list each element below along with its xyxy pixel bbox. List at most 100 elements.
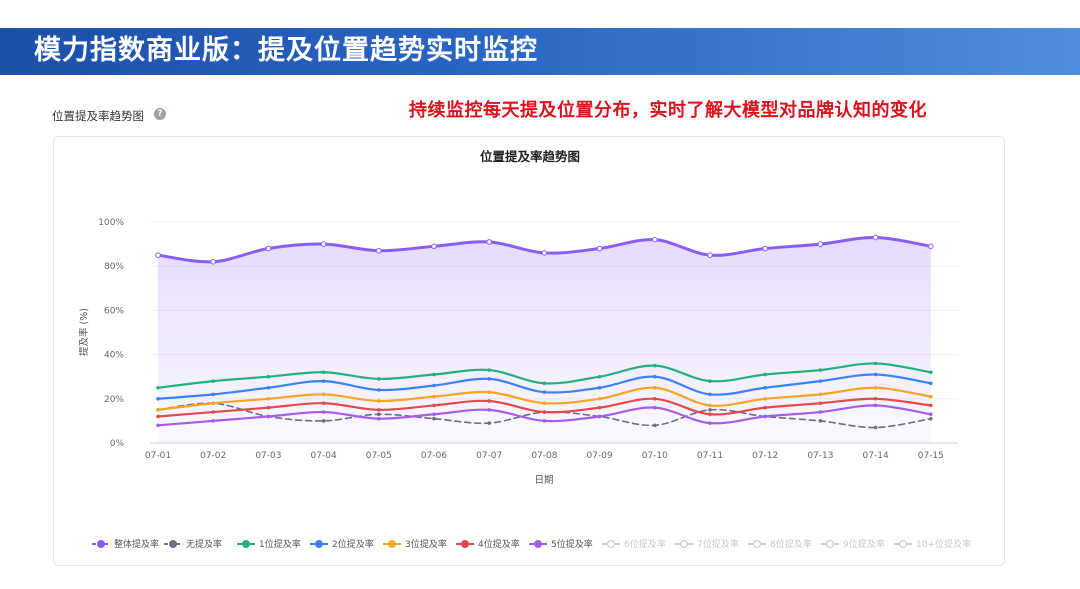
legend-item[interactable]: 4位提及率	[456, 538, 520, 550]
data-point[interactable]	[596, 245, 603, 252]
data-point[interactable]	[376, 408, 381, 412]
legend-item[interactable]: 7位提及率	[675, 538, 739, 550]
data-point[interactable]	[763, 385, 768, 390]
data-point[interactable]	[211, 419, 216, 423]
data-point[interactable]	[762, 245, 769, 252]
data-point[interactable]	[928, 416, 933, 421]
data-point[interactable]	[652, 363, 657, 368]
data-point[interactable]	[928, 412, 933, 417]
data-point[interactable]	[321, 410, 326, 414]
data-point[interactable]	[763, 414, 768, 419]
data-point[interactable]	[652, 236, 658, 243]
data-point[interactable]	[597, 385, 602, 390]
data-point[interactable]	[210, 258, 216, 265]
data-point[interactable]	[266, 396, 271, 401]
data-point[interactable]	[542, 410, 547, 414]
data-point[interactable]	[376, 412, 381, 417]
data-point[interactable]	[211, 392, 216, 397]
data-point[interactable]	[763, 396, 768, 401]
data-point[interactable]	[708, 403, 712, 408]
data-point[interactable]	[708, 408, 712, 412]
data-point[interactable]	[487, 408, 492, 412]
data-point[interactable]	[321, 401, 326, 406]
data-point[interactable]	[873, 361, 878, 366]
legend-item[interactable]: 8位提及率	[748, 538, 812, 550]
data-point[interactable]	[432, 403, 436, 408]
data-point[interactable]	[597, 374, 602, 379]
legend-item[interactable]: 无提及率	[164, 538, 222, 550]
data-point[interactable]	[928, 381, 933, 386]
data-point[interactable]	[487, 368, 492, 372]
data-point[interactable]	[873, 396, 878, 401]
legend-item[interactable]: 5位提及率	[529, 538, 593, 550]
data-point[interactable]	[928, 394, 933, 399]
data-point[interactable]	[321, 370, 326, 375]
data-point[interactable]	[818, 368, 823, 372]
data-point[interactable]	[763, 372, 768, 377]
data-point[interactable]	[432, 394, 436, 399]
question-circle-icon[interactable]: ?	[154, 108, 166, 120]
data-point[interactable]	[156, 408, 160, 412]
data-point[interactable]	[266, 405, 271, 410]
data-point[interactable]	[432, 416, 436, 421]
legend-item[interactable]: 1位提及率	[237, 538, 301, 550]
data-point[interactable]	[432, 372, 436, 377]
data-point[interactable]	[542, 381, 547, 386]
legend-item[interactable]: 9位提及率	[821, 538, 885, 550]
data-point[interactable]	[708, 379, 712, 383]
data-point[interactable]	[432, 412, 436, 417]
legend-item[interactable]: 3位提及率	[383, 538, 447, 550]
data-point[interactable]	[817, 241, 824, 247]
data-point[interactable]	[266, 385, 271, 390]
legend-item[interactable]: 6位提及率	[602, 538, 666, 550]
data-point[interactable]	[597, 414, 602, 419]
data-point[interactable]	[376, 377, 381, 381]
data-point[interactable]	[708, 421, 712, 425]
data-point[interactable]	[321, 392, 326, 397]
data-point[interactable]	[211, 379, 216, 383]
data-point[interactable]	[156, 385, 160, 390]
data-point[interactable]	[487, 390, 492, 395]
data-point[interactable]	[818, 401, 823, 406]
data-point[interactable]	[155, 252, 161, 258]
data-point[interactable]	[818, 419, 823, 423]
data-point[interactable]	[320, 241, 327, 247]
legend-item[interactable]: 10+位提及率	[894, 538, 971, 550]
data-point[interactable]	[652, 374, 657, 379]
data-point[interactable]	[376, 399, 381, 403]
data-point[interactable]	[486, 239, 493, 245]
data-point[interactable]	[542, 390, 547, 395]
data-point[interactable]	[873, 372, 878, 377]
data-point[interactable]	[211, 401, 216, 406]
data-point[interactable]	[487, 399, 492, 403]
data-point[interactable]	[156, 423, 160, 428]
data-point[interactable]	[376, 247, 382, 254]
data-point[interactable]	[431, 243, 437, 250]
data-point[interactable]	[652, 385, 657, 390]
data-point[interactable]	[156, 396, 160, 401]
data-point[interactable]	[872, 234, 879, 241]
data-point[interactable]	[156, 414, 160, 419]
data-point[interactable]	[818, 379, 823, 383]
data-point[interactable]	[211, 410, 216, 414]
data-point[interactable]	[376, 416, 381, 421]
data-point[interactable]	[652, 396, 657, 401]
data-point[interactable]	[376, 388, 381, 392]
data-point[interactable]	[818, 410, 823, 414]
data-point[interactable]	[708, 392, 712, 397]
data-point[interactable]	[542, 401, 547, 406]
data-point[interactable]	[708, 412, 712, 417]
data-point[interactable]	[321, 419, 326, 423]
data-point[interactable]	[873, 385, 878, 390]
data-point[interactable]	[321, 379, 326, 383]
data-point[interactable]	[265, 245, 272, 252]
data-point[interactable]	[763, 405, 768, 410]
data-point[interactable]	[873, 425, 878, 430]
data-point[interactable]	[928, 403, 933, 408]
legend-item[interactable]: 整体提及率	[92, 538, 159, 550]
data-point[interactable]	[652, 405, 657, 410]
legend-item[interactable]: 2位提及率	[310, 538, 374, 550]
data-point[interactable]	[873, 403, 878, 408]
data-point[interactable]	[541, 250, 548, 256]
data-point[interactable]	[928, 370, 933, 375]
